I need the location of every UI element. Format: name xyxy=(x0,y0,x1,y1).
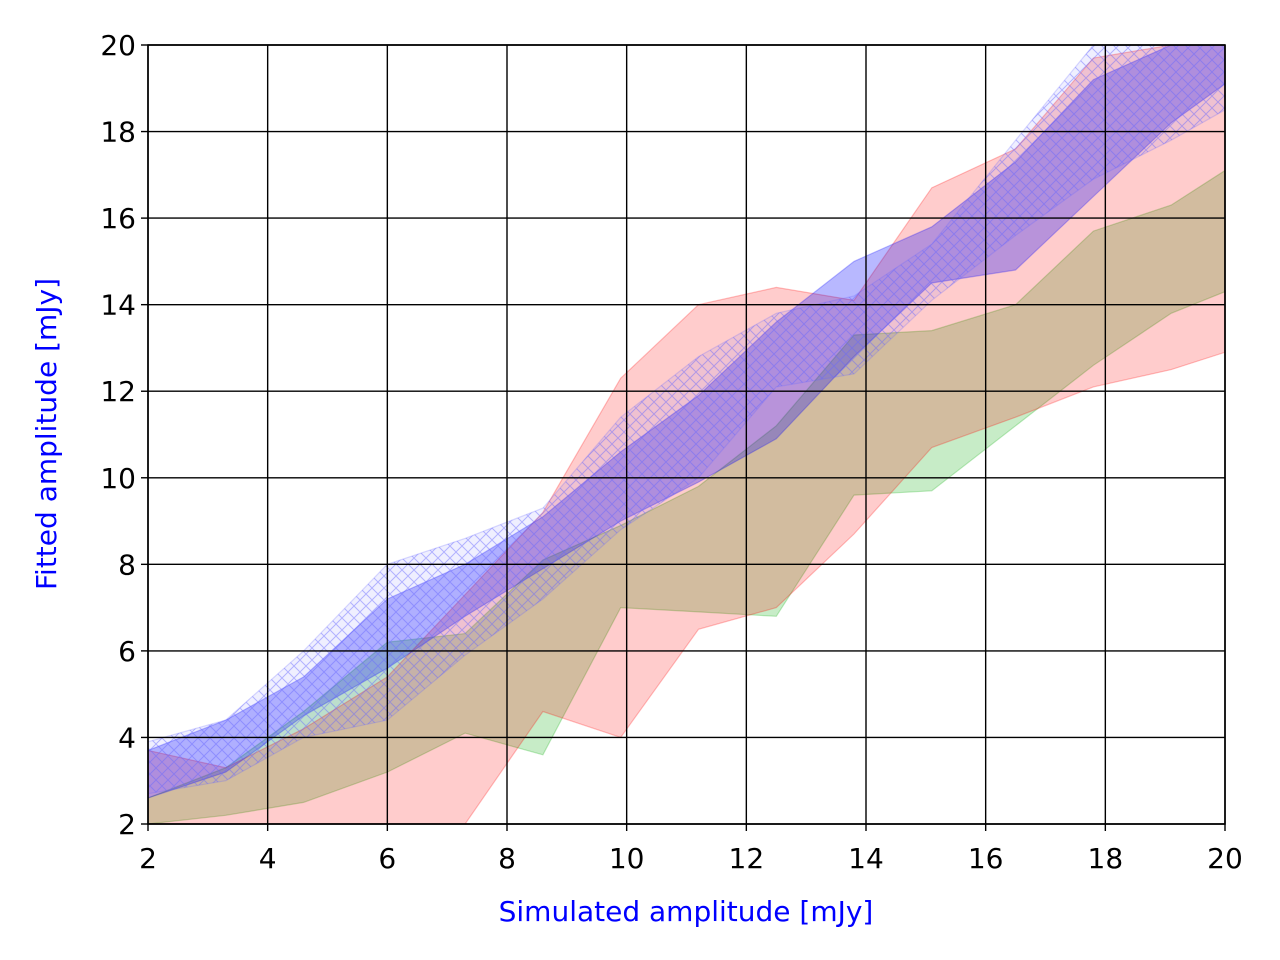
x-tick-label: 4 xyxy=(259,842,277,875)
x-tick-label: 2 xyxy=(139,842,157,875)
y-tick-label: 18 xyxy=(100,116,136,149)
grid-lines xyxy=(147,44,1226,825)
axis-ticks xyxy=(141,44,1226,831)
x-tick-label: 6 xyxy=(378,842,396,875)
x-tick-label: 14 xyxy=(848,842,884,875)
x-axis-label: Simulated amplitude [mJy] xyxy=(499,895,874,928)
x-tick-label: 18 xyxy=(1088,842,1124,875)
x-tick-labels: 2 4 6 8 10 12 14 16 18 20 xyxy=(139,842,1243,875)
y-tick-label: 2 xyxy=(118,808,136,841)
x-tick-label: 16 xyxy=(968,842,1004,875)
y-tick-labels: 2 4 6 8 10 12 14 16 18 20 xyxy=(100,29,136,841)
band-series-4-hatch xyxy=(148,45,1225,794)
y-tick-label: 16 xyxy=(100,202,136,235)
y-tick-label: 10 xyxy=(100,462,136,495)
y-tick-label: 20 xyxy=(100,29,136,62)
x-tick-label: 20 xyxy=(1207,842,1243,875)
x-tick-label: 8 xyxy=(498,842,516,875)
y-tick-label: 12 xyxy=(100,375,136,408)
series-bands xyxy=(148,45,1225,824)
x-tick-label: 10 xyxy=(609,842,645,875)
y-tick-label: 8 xyxy=(118,548,136,581)
x-tick-label: 12 xyxy=(729,842,765,875)
y-tick-label: 4 xyxy=(118,721,136,754)
y-tick-label: 14 xyxy=(100,289,136,322)
y-axis-label: Fitted amplitude [mJy] xyxy=(30,278,63,590)
y-tick-label: 6 xyxy=(118,635,136,668)
plot-frame xyxy=(147,44,1226,825)
